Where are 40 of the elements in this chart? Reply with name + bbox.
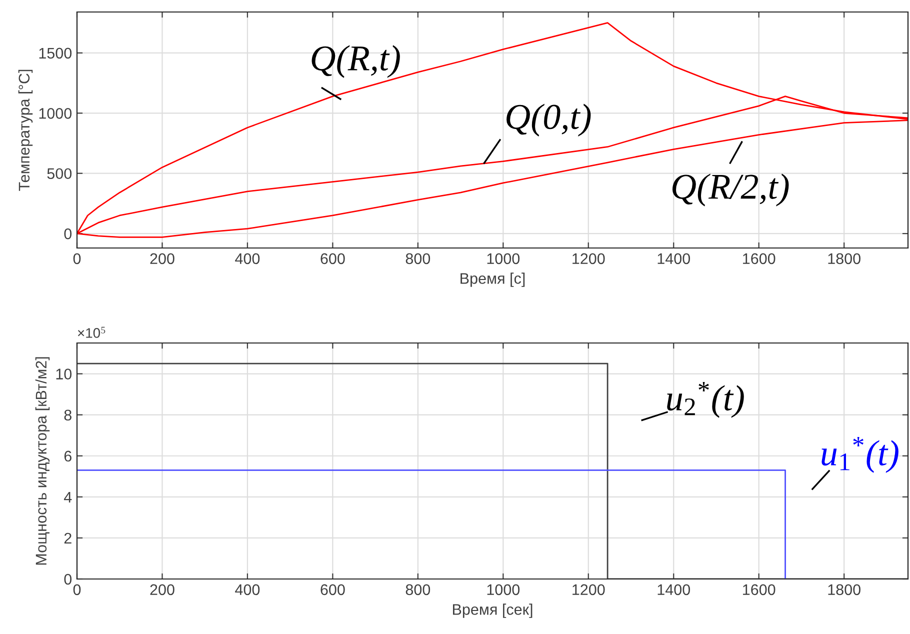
x-tick-label: 800 [406,253,430,264]
y-tick-label: 1500 [39,48,72,59]
x-tick-label: 400 [235,584,260,596]
x-tick-label: 1600 [743,584,776,596]
x-tick-label: 1800 [828,253,860,264]
y-tick-label: 1000 [39,108,72,119]
x-tick-label: 1000 [487,584,520,596]
y-tick-label: 4 [64,492,72,502]
annotation: Q(R,t) [312,45,400,78]
text: ×10$^{5}$ [78,326,106,338]
y-tick-label: 500 [47,168,72,180]
x-tick-label: 200 [150,253,174,264]
annotation: u$_{1}$$^{*}$(t) [822,437,898,473]
x-tick-label: 1000 [487,253,520,264]
x-tick-label: 600 [320,584,345,596]
y-tick-label: 8 [64,410,72,421]
annotation: Q(R/2,t) [672,174,789,206]
y-axis-title: Температура [°C] [18,70,33,191]
annotation: Q(0,t) [506,104,591,136]
x-tick-label: 200 [150,584,174,596]
x-tick-label: 1800 [828,584,860,596]
annotation: u$_{2}$$^{*}$(t) [667,382,744,418]
x-axis-title: Время [с] [460,272,525,287]
x-tick-label: 400 [235,253,260,264]
x-tick-label: 600 [320,253,345,264]
y-tick-label: 6 [64,450,72,462]
x-tick-label: 0 [73,584,81,596]
y-tick-label: 10 [56,368,72,380]
y-axis-title: Мощность индуктора [кВт/м2] [35,357,50,565]
x-tick-label: 1400 [658,253,690,264]
y-tick-label: 0 [64,228,72,240]
x-tick-label: 1400 [658,584,690,596]
x-tick-label: 1200 [572,253,605,264]
x-tick-label: 1200 [572,584,605,596]
y-tick-label: 2 [64,532,72,544]
y-tick-label: 0 [64,574,72,585]
x-tick-label: 0 [73,253,81,264]
x-tick-label: 800 [406,584,430,596]
x-tick-label: 1600 [743,253,776,264]
x-axis-title: Время [сек] [452,604,532,618]
